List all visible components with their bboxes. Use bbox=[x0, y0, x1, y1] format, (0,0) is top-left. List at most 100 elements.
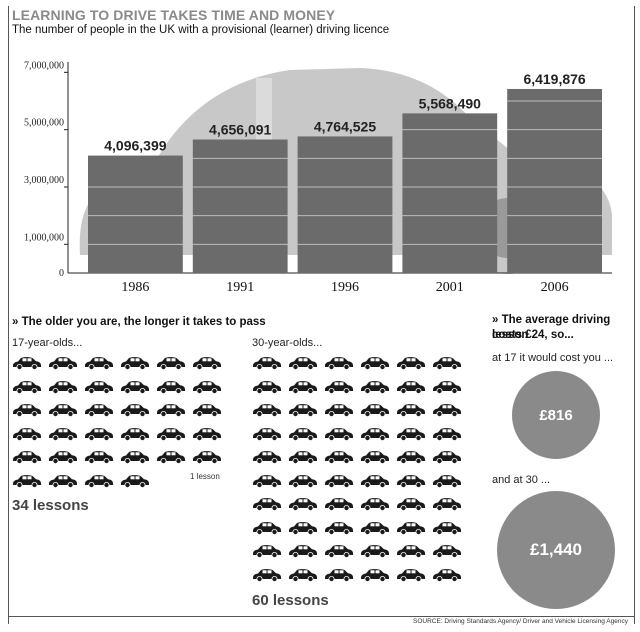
group17-total: 34 lessons bbox=[12, 497, 89, 514]
car-icon bbox=[360, 380, 390, 394]
one-lesson-key: 1 lesson bbox=[190, 472, 220, 481]
car-icon bbox=[156, 356, 186, 370]
car-icon bbox=[360, 497, 390, 511]
car-icon bbox=[48, 450, 78, 464]
car-icon bbox=[12, 403, 42, 417]
car-icon bbox=[360, 544, 390, 558]
car-icon bbox=[12, 474, 42, 488]
car-icon bbox=[324, 521, 354, 535]
car-icon bbox=[252, 544, 282, 558]
bar bbox=[507, 88, 602, 273]
group17-car-grid bbox=[12, 356, 232, 496]
car-icon bbox=[396, 450, 426, 464]
cost17-label: at 17 it would cost you ... bbox=[492, 352, 614, 364]
car-icon bbox=[84, 450, 114, 464]
car-icon bbox=[252, 521, 282, 535]
car-icon bbox=[288, 380, 318, 394]
car-icon bbox=[432, 568, 462, 582]
car-icon bbox=[120, 427, 150, 441]
bar-value-label: 4,764,525 bbox=[314, 118, 376, 134]
group30-label: 30-year-olds... bbox=[252, 337, 323, 349]
page-title: LEARNING TO DRIVE TAKES TIME AND MONEY bbox=[12, 7, 336, 23]
bar bbox=[297, 136, 393, 273]
bar-value-label: 4,656,091 bbox=[209, 122, 271, 138]
x-tick-label: 1991 bbox=[226, 280, 254, 295]
cost-heading-line2: costs £24, so... bbox=[492, 329, 574, 341]
car-icon bbox=[396, 544, 426, 558]
bar bbox=[402, 113, 498, 273]
car-icon bbox=[192, 450, 222, 464]
car-icon bbox=[252, 427, 282, 441]
car-icon bbox=[156, 380, 186, 394]
car-icon bbox=[120, 380, 150, 394]
car-icon bbox=[288, 568, 318, 582]
car-icon bbox=[252, 380, 282, 394]
car-icon bbox=[192, 427, 222, 441]
car-icon bbox=[324, 450, 354, 464]
car-icon bbox=[120, 403, 150, 417]
car-icon bbox=[324, 380, 354, 394]
cost30-label: and at 30 ... bbox=[492, 474, 551, 486]
car-icon bbox=[396, 403, 426, 417]
car-icon bbox=[288, 521, 318, 535]
car-icon bbox=[84, 356, 114, 370]
car-icon bbox=[12, 356, 42, 370]
x-tick-label: 2006 bbox=[541, 280, 569, 295]
car-icon bbox=[432, 380, 462, 394]
car-icon bbox=[360, 427, 390, 441]
car-icon bbox=[120, 474, 150, 488]
source-note: SOURCE: Driving Standards Agency/ Driver… bbox=[413, 618, 628, 625]
cost30-value: £1,440 bbox=[530, 540, 582, 559]
car-icon bbox=[252, 403, 282, 417]
y-tick-label: 3,000,000 bbox=[24, 175, 64, 186]
infographic-frame bbox=[8, 6, 635, 624]
car-icon bbox=[288, 427, 318, 441]
cost-heading-line1: » The average driving lesson bbox=[492, 314, 611, 341]
car-icon bbox=[360, 568, 390, 582]
car-icon bbox=[84, 380, 114, 394]
car-icon bbox=[324, 568, 354, 582]
car-icon bbox=[252, 450, 282, 464]
car-icon bbox=[288, 403, 318, 417]
car-icon bbox=[432, 450, 462, 464]
car-icon bbox=[360, 356, 390, 370]
cost30-circle: £1,440 bbox=[497, 491, 615, 609]
car-icon bbox=[84, 474, 114, 488]
car-icon bbox=[48, 427, 78, 441]
car-icon bbox=[432, 544, 462, 558]
y-tick-label: 5,000,000 bbox=[24, 118, 64, 129]
car-icon bbox=[192, 380, 222, 394]
car-icon bbox=[396, 380, 426, 394]
car-icon bbox=[396, 474, 426, 488]
car-icon bbox=[120, 450, 150, 464]
car-icon bbox=[288, 544, 318, 558]
car-icon bbox=[48, 380, 78, 394]
car-icon bbox=[432, 427, 462, 441]
car-icon bbox=[192, 356, 222, 370]
car-icon bbox=[288, 474, 318, 488]
car-icon bbox=[84, 403, 114, 417]
car-icon bbox=[12, 380, 42, 394]
car-icon bbox=[324, 544, 354, 558]
group17-label: 17-year-olds... bbox=[12, 337, 83, 349]
car-icon bbox=[12, 450, 42, 464]
car-icon bbox=[396, 521, 426, 535]
car-icon bbox=[324, 427, 354, 441]
bar bbox=[88, 155, 183, 273]
car-icon bbox=[432, 474, 462, 488]
car-icon bbox=[396, 497, 426, 511]
y-tick-label: 0 bbox=[59, 268, 64, 279]
car-icon bbox=[156, 450, 186, 464]
car-icon bbox=[252, 568, 282, 582]
car-icon bbox=[432, 403, 462, 417]
y-tick-label: 1,000,000 bbox=[24, 232, 64, 243]
car-icon bbox=[360, 450, 390, 464]
car-icon bbox=[396, 427, 426, 441]
car-icon bbox=[252, 356, 282, 370]
car-icon bbox=[156, 403, 186, 417]
car-icon bbox=[48, 474, 78, 488]
car-icon bbox=[120, 356, 150, 370]
car-icon bbox=[252, 497, 282, 511]
car-icon bbox=[48, 403, 78, 417]
car-icon bbox=[252, 474, 282, 488]
